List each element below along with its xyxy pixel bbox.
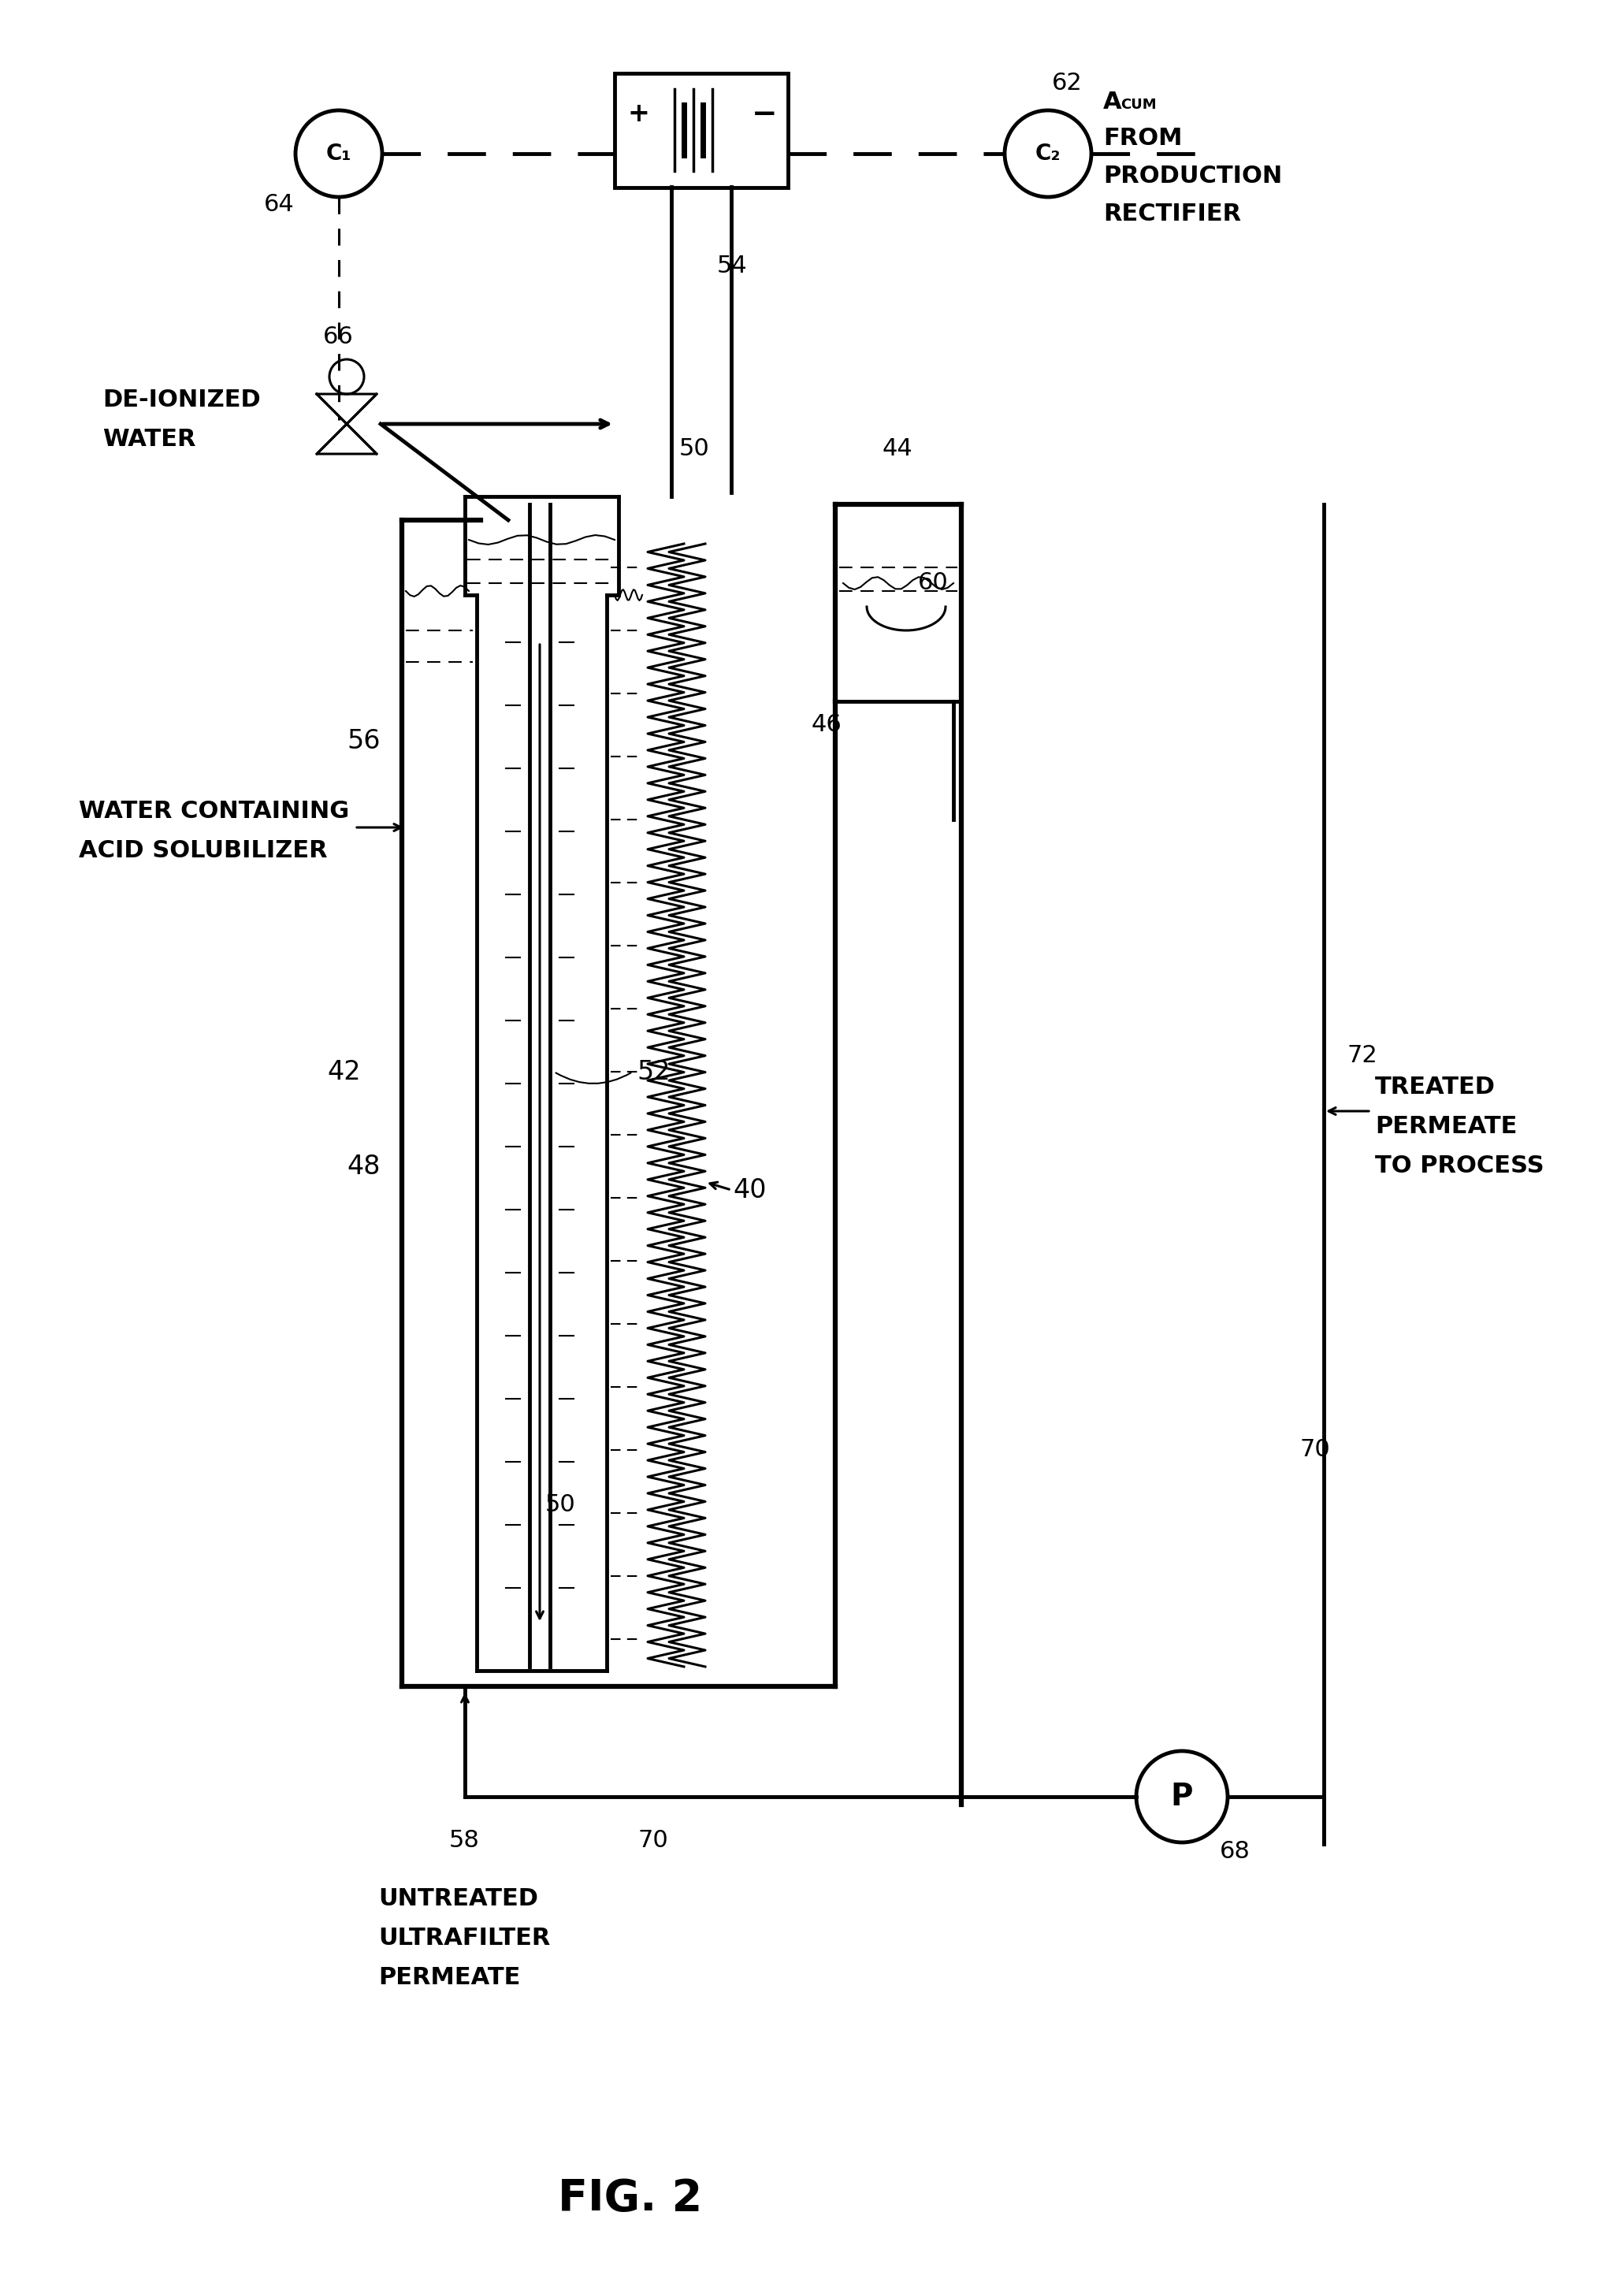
Text: −: −	[752, 100, 778, 130]
Text: TO PROCESS: TO PROCESS	[1376, 1155, 1544, 1178]
Text: 62: 62	[1052, 71, 1083, 93]
Text: C₂: C₂	[1034, 144, 1060, 164]
Text: 42: 42	[326, 1060, 361, 1085]
Text: UNTREATED: UNTREATED	[378, 1887, 538, 1910]
Text: 66: 66	[323, 326, 354, 349]
Text: 68: 68	[1220, 1841, 1250, 1864]
Text: FIG. 2: FIG. 2	[559, 2176, 703, 2220]
Text: 44: 44	[882, 438, 913, 460]
Text: ULTRAFILTER: ULTRAFILTER	[378, 1928, 551, 1951]
Text: A: A	[1103, 91, 1122, 114]
Text: 60: 60	[918, 572, 948, 595]
Text: C₁: C₁	[326, 144, 351, 164]
Text: 48: 48	[346, 1153, 380, 1178]
Text: 70: 70	[1301, 1438, 1330, 1461]
Text: PERMEATE: PERMEATE	[1376, 1114, 1517, 1137]
Text: 54: 54	[718, 255, 747, 278]
Text: P: P	[1171, 1782, 1194, 1812]
Text: CUM: CUM	[1121, 98, 1156, 112]
Text: 40: 40	[732, 1176, 767, 1203]
Text: 72: 72	[1348, 1044, 1377, 1067]
Text: 50: 50	[546, 1493, 577, 1516]
Text: 50: 50	[679, 438, 710, 460]
Text: 70: 70	[638, 1828, 669, 1851]
Text: 56: 56	[346, 727, 380, 754]
Text: 46: 46	[812, 713, 843, 736]
Text: 58: 58	[450, 1828, 479, 1851]
Text: PERMEATE: PERMEATE	[378, 1967, 520, 1990]
Text: TREATED: TREATED	[1376, 1076, 1496, 1098]
Text: DE-IONIZED: DE-IONIZED	[102, 390, 260, 412]
Text: RECTIFIER: RECTIFIER	[1103, 203, 1241, 226]
Text: 52: 52	[637, 1060, 671, 1085]
Text: FROM: FROM	[1103, 125, 1182, 150]
Text: WATER CONTAINING: WATER CONTAINING	[80, 800, 349, 823]
Text: +: +	[627, 100, 650, 128]
Text: 64: 64	[265, 194, 294, 217]
Text: ACID SOLUBILIZER: ACID SOLUBILIZER	[80, 839, 328, 861]
Bar	[614, 73, 788, 187]
Text: PRODUCTION: PRODUCTION	[1103, 164, 1283, 187]
Text: WATER: WATER	[102, 428, 197, 451]
